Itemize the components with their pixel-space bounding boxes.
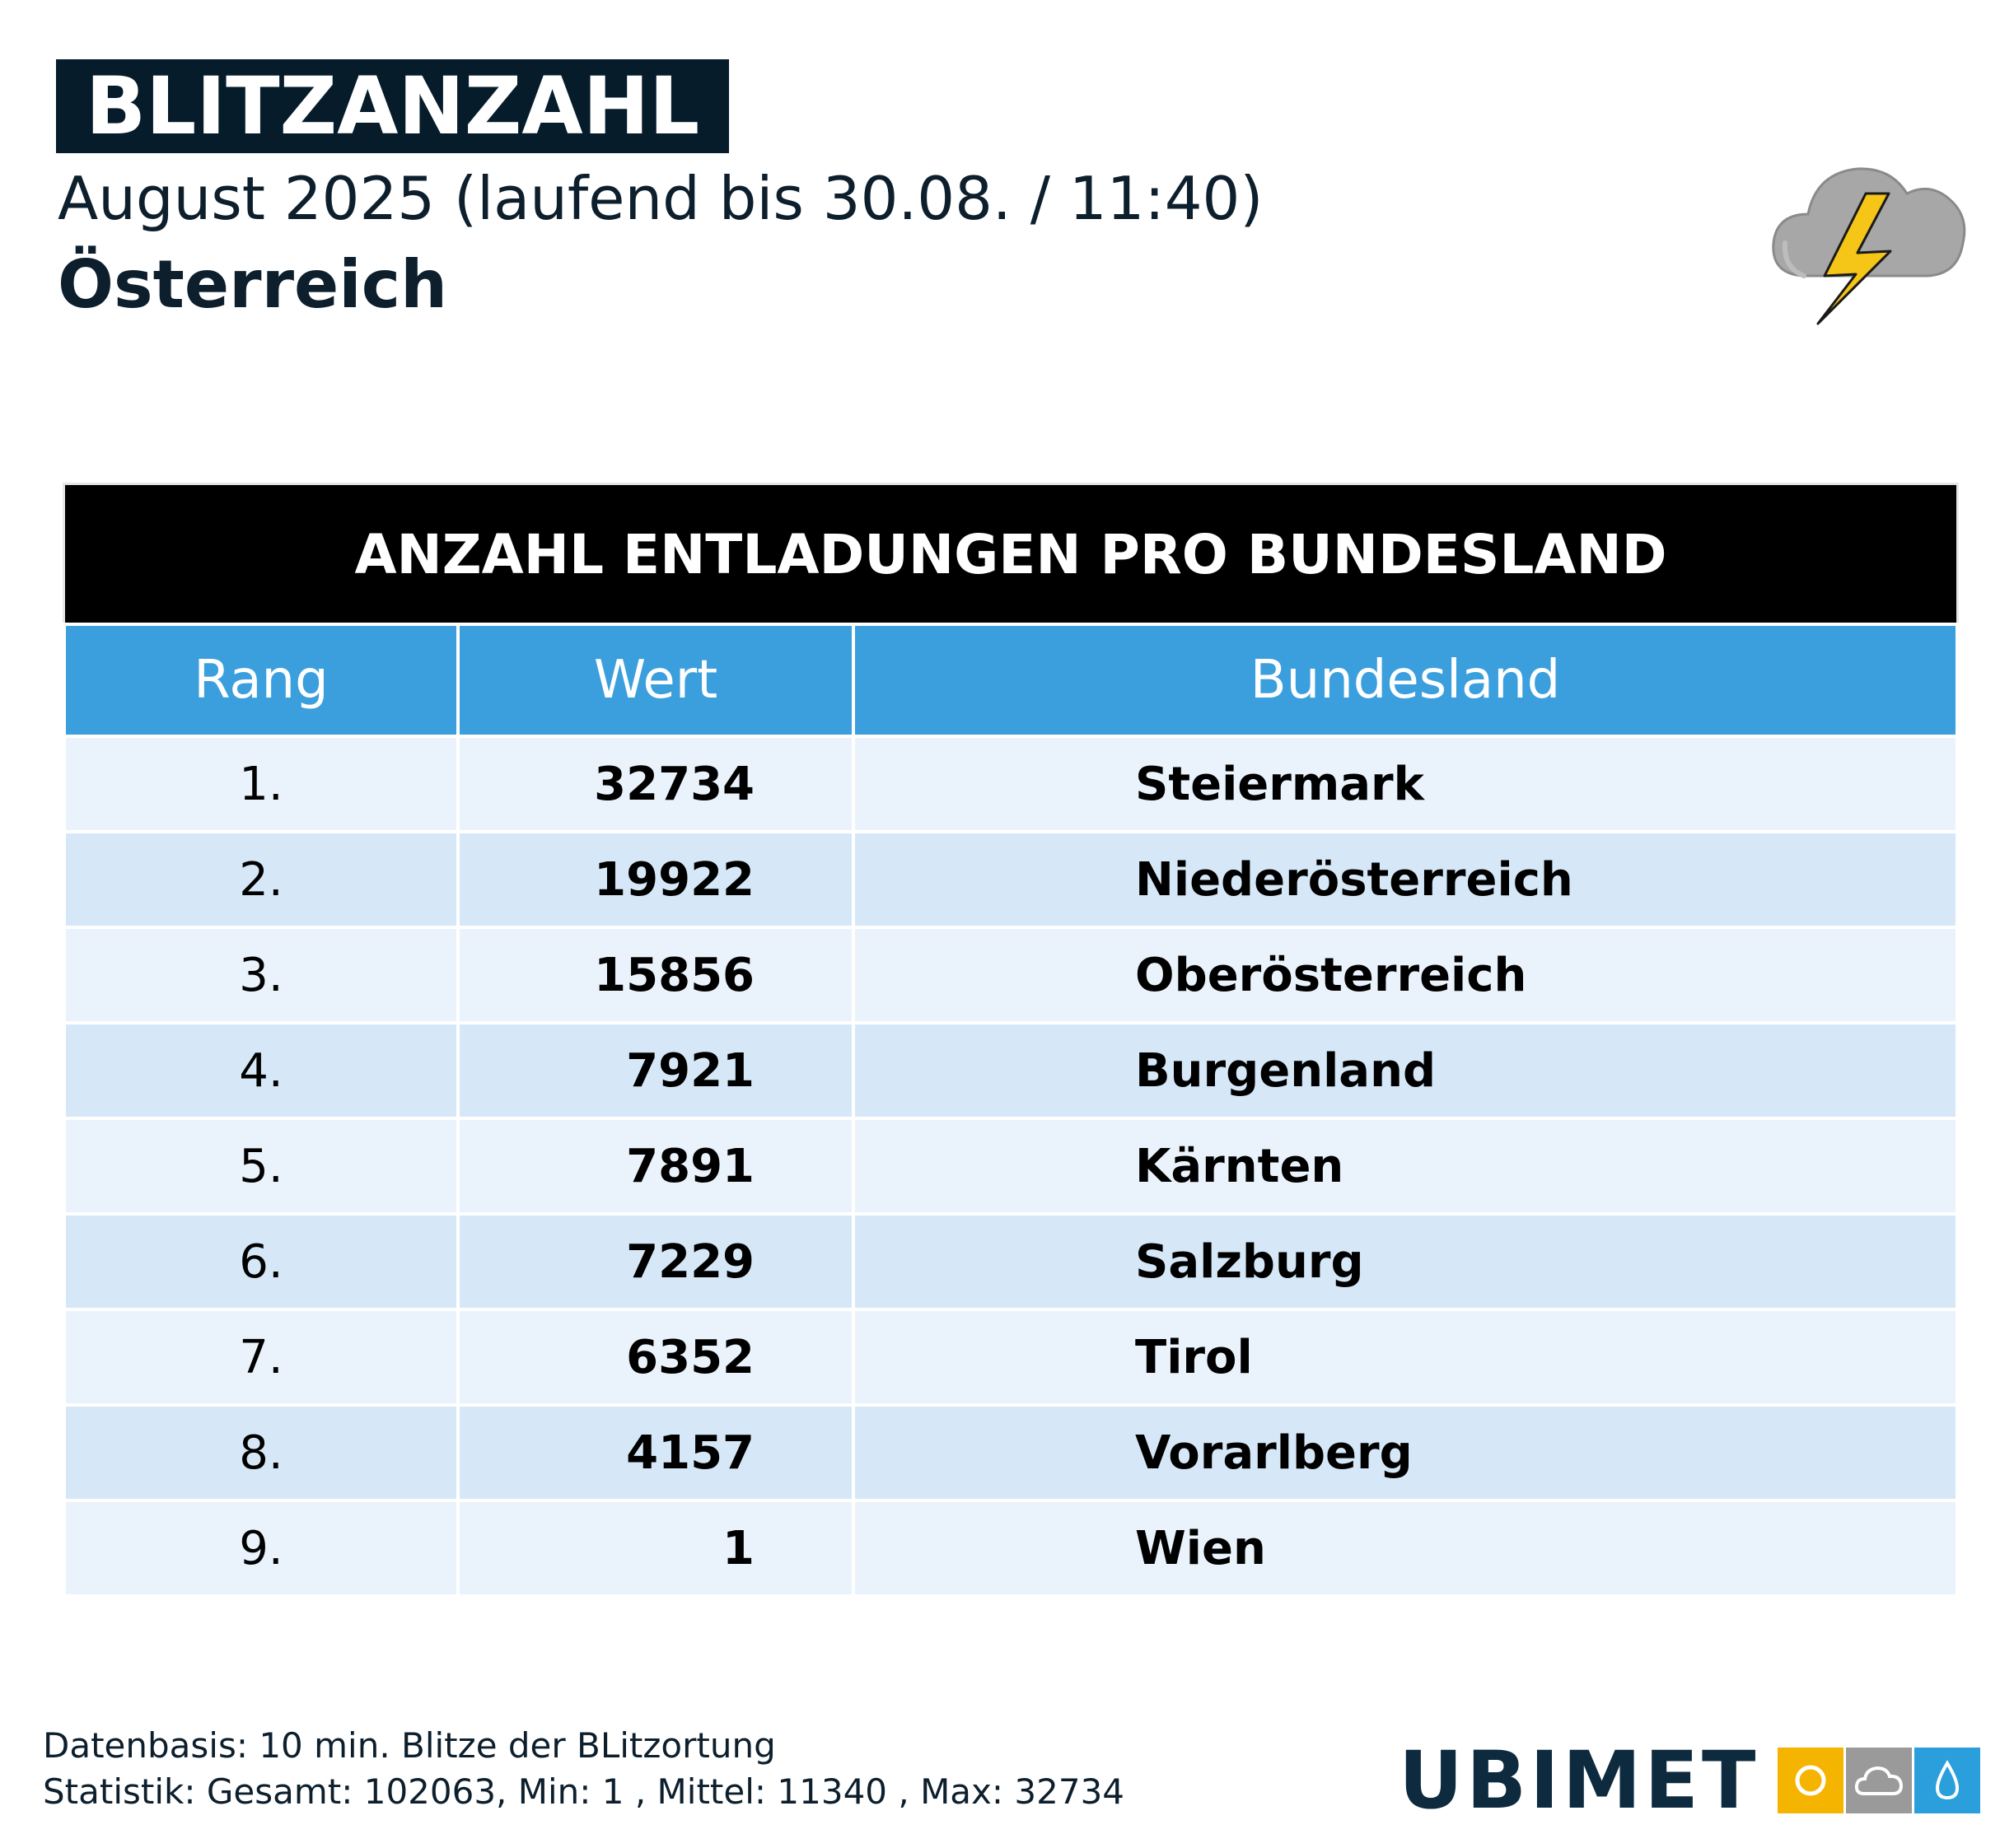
rank-cell: 2.: [63, 830, 460, 929]
value-cell: 1: [456, 1499, 855, 1598]
footer-data-source: Datenbasis: 10 min. Blitze der BLitzortu…: [43, 1725, 776, 1766]
value-cell: 6352: [456, 1308, 855, 1407]
region-label: Österreich: [58, 246, 448, 323]
page-title: BLITZANZAHL: [56, 59, 730, 153]
rank-cell: 6.: [63, 1212, 460, 1311]
cloud-icon: [1846, 1748, 1913, 1813]
table-row: 8. 4157 Vorarlberg: [63, 1403, 1959, 1502]
lightning-table: ANZAHL ENTLADUNGEN PRO BUNDESLAND Rang W…: [63, 483, 1959, 1598]
value-cell: 4157: [456, 1403, 855, 1502]
rank-cell: 8.: [63, 1403, 460, 1502]
state-cell: Kärnten: [852, 1117, 1959, 1216]
sun-icon: [1778, 1748, 1844, 1813]
rank-cell: 5.: [63, 1117, 460, 1216]
rank-cell: 1.: [63, 735, 460, 833]
state-cell: Wien: [852, 1499, 1959, 1598]
brand-logo: UBIMET: [1399, 1734, 1981, 1827]
state-cell: Burgenland: [852, 1021, 1959, 1120]
table-header-row: Rang Wert Bundesland: [63, 623, 1959, 738]
rank-cell: 9.: [63, 1499, 460, 1598]
rank-cell: 4.: [63, 1021, 460, 1120]
footer-notes: Datenbasis: 10 min. Blitze der BLitzortu…: [43, 1723, 1124, 1815]
rank-cell: 7.: [63, 1308, 460, 1407]
thunderstorm-cloud-icon: [1772, 167, 1966, 325]
table-row: 2. 19922 Niederösterreich: [63, 830, 1959, 929]
state-cell: Vorarlberg: [852, 1403, 1959, 1502]
value-cell: 7921: [456, 1021, 855, 1120]
state-cell: Oberösterreich: [852, 926, 1959, 1024]
data-table: Rang Wert Bundesland 1. 32734 Steiermark…: [63, 623, 1959, 1598]
table-title: ANZAHL ENTLADUNGEN PRO BUNDESLAND: [63, 483, 1959, 623]
table-row: 4. 7921 Burgenland: [63, 1021, 1959, 1120]
value-cell: 32734: [456, 735, 855, 833]
column-header-value: Wert: [456, 623, 855, 738]
column-header-state: Bundesland: [852, 623, 1959, 738]
rank-cell: 3.: [63, 926, 460, 1024]
table-row: 7. 6352 Tirol: [63, 1308, 1959, 1407]
value-cell: 7229: [456, 1212, 855, 1311]
state-cell: Steiermark: [852, 735, 1959, 833]
value-cell: 15856: [456, 926, 855, 1024]
state-cell: Niederösterreich: [852, 830, 1959, 929]
value-cell: 7891: [456, 1117, 855, 1216]
table-row: 9. 1 Wien: [63, 1499, 1959, 1598]
date-subtitle: August 2025 (laufend bis 30.08. / 11:40): [58, 164, 1264, 233]
state-cell: Salzburg: [852, 1212, 1959, 1311]
state-cell: Tirol: [852, 1308, 1959, 1407]
table-row: 6. 7229 Salzburg: [63, 1212, 1959, 1311]
column-header-rank: Rang: [63, 623, 460, 738]
table-row: 5. 7891 Kärnten: [63, 1117, 1959, 1216]
brand-name: UBIMET: [1399, 1734, 1759, 1827]
table-row: 1. 32734 Steiermark: [63, 735, 1959, 833]
table-row: 3. 15856 Oberösterreich: [63, 926, 1959, 1024]
footer-statistics: Statistik: Gesamt: 102063, Min: 1 , Mitt…: [43, 1771, 1125, 1812]
value-cell: 19922: [456, 830, 855, 929]
raindrop-icon: [1914, 1748, 1981, 1813]
